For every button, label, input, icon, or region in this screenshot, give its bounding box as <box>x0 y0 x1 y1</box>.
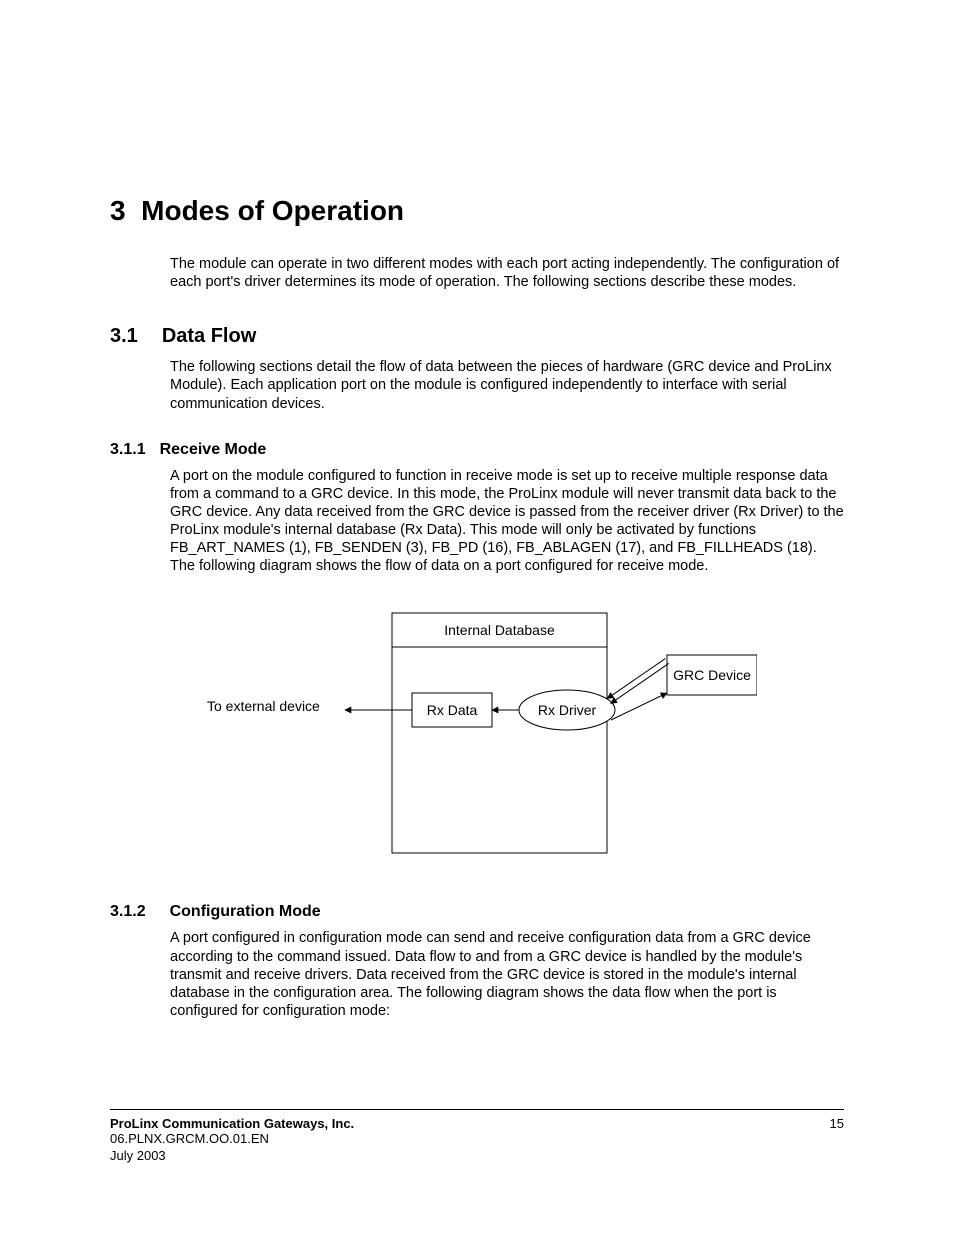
section-3-1-2-body: A port configured in configuration mode … <box>170 929 844 1020</box>
subsection-title: Configuration Mode <box>170 903 321 921</box>
page-footer: ProLinx Communication Gateways, Inc. 15 … <box>110 1109 844 1165</box>
footer-page-number: 15 <box>830 1116 844 1131</box>
footer-rule <box>110 1109 844 1110</box>
flow-diagram-svg: Internal Database Rx Data Rx Driver GRC Dev… <box>197 603 757 863</box>
section-heading-3-1-1: 3.1.1 Receive Mode <box>110 441 844 459</box>
section-number: 3.1 <box>110 325 138 348</box>
chapter-intro: The module can operate in two different … <box>170 255 844 291</box>
svg-text:Rx Driver: Rx Driver <box>538 702 597 718</box>
section-3-1-body: The following sections detail the flow o… <box>170 358 844 412</box>
subsection-title: Receive Mode <box>160 441 267 459</box>
section-title: Data Flow <box>162 325 256 348</box>
subsection-number: 3.1.1 <box>110 441 146 459</box>
section-heading-3-1-2: 3.1.2 Configuration Mode <box>110 903 844 921</box>
subsection-number: 3.1.2 <box>110 903 146 921</box>
svg-text:Internal Database: Internal Database <box>444 622 555 638</box>
section-heading-3-1: 3.1 Data Flow <box>110 325 844 348</box>
section-3-1-1-body: A port on the module configured to funct… <box>170 467 844 576</box>
chapter-title: Modes of Operation <box>141 195 404 226</box>
chapter-heading: 3 Modes of Operation <box>110 195 844 227</box>
receive-mode-diagram: Internal Database Rx Data Rx Driver GRC Dev… <box>110 603 844 863</box>
svg-text:Rx Data: Rx Data <box>427 702 478 718</box>
footer-company: ProLinx Communication Gateways, Inc. <box>110 1116 354 1131</box>
svg-text:To external device: To external device <box>207 698 320 714</box>
footer-date: July 2003 <box>110 1148 844 1165</box>
chapter-number: 3 <box>110 195 126 226</box>
footer-docid: 06.PLNX.GRCM.OO.01.EN <box>110 1131 844 1148</box>
svg-text:GRC Device: GRC Device <box>673 667 751 683</box>
